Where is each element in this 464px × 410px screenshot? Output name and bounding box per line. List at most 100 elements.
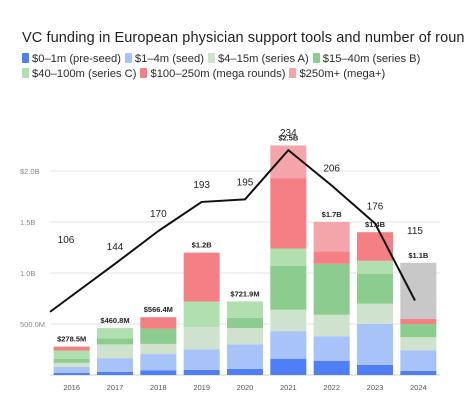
bar-segment	[53, 372, 90, 375]
bar-segment	[357, 274, 393, 304]
bar-segment	[357, 260, 393, 275]
rounds-label: 206	[323, 164, 340, 175]
bar-segment	[140, 354, 177, 371]
bar-total-label: $566.4M	[144, 305, 173, 314]
legend-label: $100–250m (mega rounds)	[150, 68, 286, 80]
legend-swatch	[22, 68, 29, 78]
bar-segment	[140, 343, 177, 355]
bar-segment	[357, 364, 393, 375]
rounds-label: 176	[367, 201, 384, 212]
legend-swatch	[140, 68, 148, 78]
legend-swatch	[207, 53, 215, 63]
legend-item: $15–40m (series B)	[312, 52, 421, 67]
bar-total-label: $1.1B	[408, 251, 429, 260]
bar-segment	[270, 331, 307, 359]
rounds-label: 170	[150, 209, 167, 220]
bar-segment	[140, 328, 177, 344]
rounds-label: 115	[407, 226, 423, 237]
legend-label: $0–1m (pre-seed)	[32, 53, 121, 65]
bar-segment	[313, 314, 350, 337]
bar-segment	[53, 358, 90, 363]
bar-segment	[400, 337, 437, 351]
legend-item: $4–15m (series A)	[207, 52, 309, 67]
bar-segment	[97, 344, 133, 359]
rounds-label: 193	[193, 180, 210, 191]
bar-segment	[53, 346, 90, 351]
bar-total-label: $278.5M	[57, 335, 86, 344]
x-tick-label: 2017	[107, 383, 124, 392]
x-tick-label: 2021	[280, 383, 297, 392]
bar-segment	[227, 368, 263, 375]
bar-segment	[53, 362, 90, 367]
legend-swatch	[312, 53, 320, 63]
bar-segment	[270, 248, 307, 266]
bar-segment	[140, 317, 177, 329]
legend-swatch	[22, 53, 29, 63]
legend-item: $0–1m (pre-seed)	[22, 52, 121, 67]
bar-total-label: $1.7B	[322, 210, 343, 219]
bar-segment	[227, 301, 263, 318]
rounds-label: 234	[280, 128, 297, 139]
legend-label: $4–15m (series A)	[217, 53, 309, 65]
bar-segment	[97, 358, 133, 372]
x-tick-label: 2019	[193, 383, 210, 392]
bar-segment	[183, 301, 220, 328]
bar-segment	[183, 327, 220, 350]
bar-segment	[270, 178, 307, 249]
bar-segment	[183, 252, 220, 302]
legend-item: $1–4m (seed)	[124, 52, 204, 67]
bar-segment	[313, 251, 350, 264]
bar-segment	[183, 369, 220, 375]
bar-total-label: $721.9M	[230, 289, 259, 298]
bar-segment	[97, 328, 133, 339]
x-tick-label: 2023	[367, 383, 384, 392]
bar-segment	[227, 317, 263, 329]
bar-segment	[53, 350, 90, 359]
x-tick-label: 2018	[150, 383, 167, 392]
bar-segment	[400, 262, 437, 319]
y-tick-label: 1.5B	[20, 218, 35, 227]
bar-segment	[400, 370, 437, 375]
bar-segment	[313, 222, 350, 252]
bar-segment	[53, 366, 90, 373]
bar-segment	[313, 360, 350, 375]
bar-segment	[183, 349, 220, 370]
rounds-label: 195	[237, 177, 254, 188]
bar-total-label: $1.2B	[192, 241, 213, 250]
rounds-line	[49, 149, 416, 313]
y-tick-label: 500.0M	[20, 320, 45, 329]
bar-segment	[227, 344, 263, 369]
bar-segment	[357, 324, 393, 365]
x-tick-label: 2020	[237, 383, 254, 392]
bar-segment	[357, 303, 393, 324]
bar-segment	[97, 371, 133, 375]
y-tick-label: 1.0B	[20, 269, 35, 278]
bar-segment	[270, 358, 307, 375]
legend-label: $15–40m (series B)	[322, 53, 421, 65]
bar-segment	[97, 338, 133, 345]
legend-label: $1–4m (seed)	[134, 53, 204, 65]
bar-segment	[313, 336, 350, 361]
bar-segment	[227, 328, 263, 345]
bar-segment	[313, 263, 350, 315]
bar-segment	[270, 309, 307, 332]
legend-item: $100–250m (mega rounds)	[140, 67, 285, 82]
rounds-label: 106	[58, 235, 75, 246]
chart-title: VC funding in European physician support…	[22, 30, 464, 46]
bar-segment	[140, 370, 177, 375]
chart-legend: $0–1m (pre-seed) $1–4m (seed) $4–15m (seri…	[22, 52, 447, 82]
legend-label: $250m+ (mega+)	[299, 68, 386, 80]
legend-swatch	[124, 53, 132, 63]
legend-item: $40–100m (series C)	[22, 67, 136, 82]
x-tick-label: 2016	[63, 383, 80, 392]
bar-segment	[400, 318, 437, 324]
bar-total-label: $2.5B	[278, 134, 299, 143]
bar-segment	[400, 350, 437, 371]
bar-total-label: $460.8M	[100, 316, 129, 325]
legend-label: $40–100m (series C)	[32, 68, 137, 80]
bar-segment	[400, 324, 437, 338]
x-tick-label: 2022	[323, 383, 340, 392]
legend-swatch	[289, 68, 297, 78]
rounds-label: 144	[107, 242, 124, 253]
